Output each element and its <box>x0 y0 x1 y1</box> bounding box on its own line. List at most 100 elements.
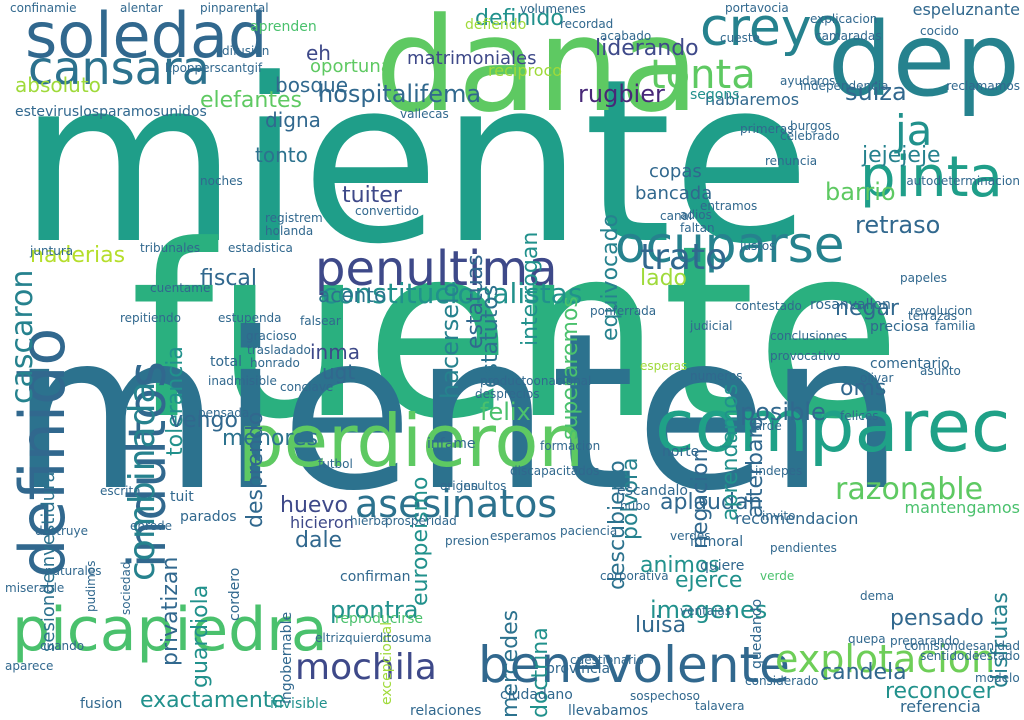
cloud-word: naderias <box>30 243 126 268</box>
cloud-word: origen <box>440 479 479 493</box>
cloud-word: olivar <box>860 371 894 385</box>
cloud-word: privatizan <box>158 557 183 667</box>
cloud-word: dana <box>375 0 700 141</box>
cloud-word: canal <box>660 209 693 223</box>
cloud-word: bancada <box>635 183 713 204</box>
cloud-word: rosanvallon <box>810 297 891 313</box>
cloud-word: reconocer <box>885 679 995 704</box>
cloud-word: tonto <box>255 143 308 167</box>
cloud-word: pensado <box>890 606 984 631</box>
cloud-word: posible <box>740 398 826 426</box>
cloud-word: convertido <box>355 204 419 218</box>
cloud-word: celebrado <box>780 129 840 143</box>
cloud-word: pinta <box>860 145 1003 210</box>
cloud-word: primeras <box>740 122 794 136</box>
cloud-word: asunto <box>920 364 961 378</box>
cloud-word: animos <box>640 553 720 578</box>
cloud-word: camaradas <box>815 29 882 43</box>
cloud-word: desprecios <box>475 387 540 401</box>
cloud-word: conclave <box>280 380 334 394</box>
cloud-word: honrado <box>250 356 300 370</box>
cloud-word: juntura <box>30 244 74 258</box>
cloud-word: aprendamos <box>718 384 743 522</box>
cloud-word: jejejeje <box>862 143 941 168</box>
cloud-word: invisible <box>270 696 328 712</box>
cloud-word: acento <box>318 283 387 307</box>
cloud-word: ingobernable <box>279 612 295 705</box>
cloud-word: ejerce <box>675 568 743 593</box>
cloud-word: lado <box>640 266 688 291</box>
cloud-word: miente <box>18 31 811 294</box>
cloud-word: candela <box>820 660 907 685</box>
cloud-word: volumenes <box>520 2 586 16</box>
cloud-word: ja <box>895 106 933 155</box>
cloud-word: europeismo <box>408 476 433 607</box>
cloud-word: equivocado <box>598 214 623 342</box>
cloud-word: perdieron <box>238 399 585 483</box>
cloud-word: esperas <box>640 359 688 373</box>
cloud-word: llevabamos <box>568 703 649 719</box>
cloud-word: difusion <box>222 44 270 58</box>
cloud-word: numeros <box>690 369 743 383</box>
cloud-word: quepa <box>848 632 886 646</box>
cloud-word: preparando <box>890 634 960 648</box>
cloud-word: total <box>210 354 243 370</box>
cloud-word: repitiendo <box>120 311 181 325</box>
cloud-word: escandalo <box>617 483 688 499</box>
cloud-word: adios <box>680 208 712 222</box>
cloud-word: dale <box>295 528 343 553</box>
cloud-word: hospitalifema <box>318 80 482 108</box>
cloud-word: cansara <box>28 41 210 95</box>
cloud-word: sentidodeestado <box>920 649 1020 663</box>
cloud-word: inma <box>310 340 360 364</box>
cloud-word: falsear <box>300 314 341 328</box>
cloud-word: considerado <box>745 674 819 688</box>
cloud-word: aparece <box>5 659 54 673</box>
cloud-word: combinada <box>122 381 163 581</box>
cloud-word: estevirusIosparamosunidos <box>15 104 207 120</box>
cloud-word: parados <box>180 509 237 525</box>
cloud-word: discapacitados <box>510 464 600 478</box>
cloud-word: hablaremos <box>705 90 800 109</box>
cloud-word: miserable <box>5 581 65 595</box>
cloud-word: relaciones <box>410 703 482 719</box>
cloud-word: razonable <box>835 472 984 507</box>
cloud-word: esperamos <box>490 529 557 543</box>
cloud-word: matrimoniales <box>407 48 537 69</box>
cloud-word: hicieron <box>290 513 354 532</box>
cloud-word: mochila <box>295 647 437 688</box>
cloud-word: ventajas <box>680 604 732 618</box>
cloud-word: productoonacional <box>480 374 592 388</box>
cloud-word: comisiondesanidad <box>904 639 1020 653</box>
cloud-word: kpopperscantgif <box>165 61 263 75</box>
cloud-word: huevo <box>280 493 348 518</box>
cloud-word: estatuas <box>463 254 488 350</box>
cloud-word: oportuna <box>310 56 392 77</box>
cloud-word: ocuparse <box>615 216 845 274</box>
cloud-word: inadmisible <box>208 374 277 388</box>
cloud-word: escrita <box>100 484 141 498</box>
cloud-word: cocido <box>920 24 959 38</box>
cloud-word: eh <box>306 41 331 65</box>
cloud-word: presion <box>445 534 490 548</box>
cloud-word: infame <box>427 436 476 452</box>
cloud-word: cueste <box>720 31 760 45</box>
cloud-word: felix <box>480 398 531 426</box>
cloud-word: barrio <box>825 178 896 206</box>
cloud-word: tonta <box>650 52 756 98</box>
cloud-word: gracioso <box>246 329 297 343</box>
cloud-word: naturales <box>45 564 102 578</box>
cloud-word: indepes <box>755 464 803 478</box>
cloud-word: ayudaros <box>780 74 836 88</box>
cloud-word: hubo <box>620 499 651 513</box>
cloud-word: oms <box>840 376 887 401</box>
cloud-word: pinparental <box>200 1 269 15</box>
cloud-word: comparec <box>655 384 1011 468</box>
cloud-word: provocativo <box>770 349 841 363</box>
cloud-word: vallecas <box>400 107 449 121</box>
cloud-word: ugt <box>322 360 356 384</box>
cloud-word: tribunales <box>140 241 201 255</box>
cloud-word: prontra <box>330 596 419 624</box>
cloud-word: ponferrada <box>590 304 657 318</box>
